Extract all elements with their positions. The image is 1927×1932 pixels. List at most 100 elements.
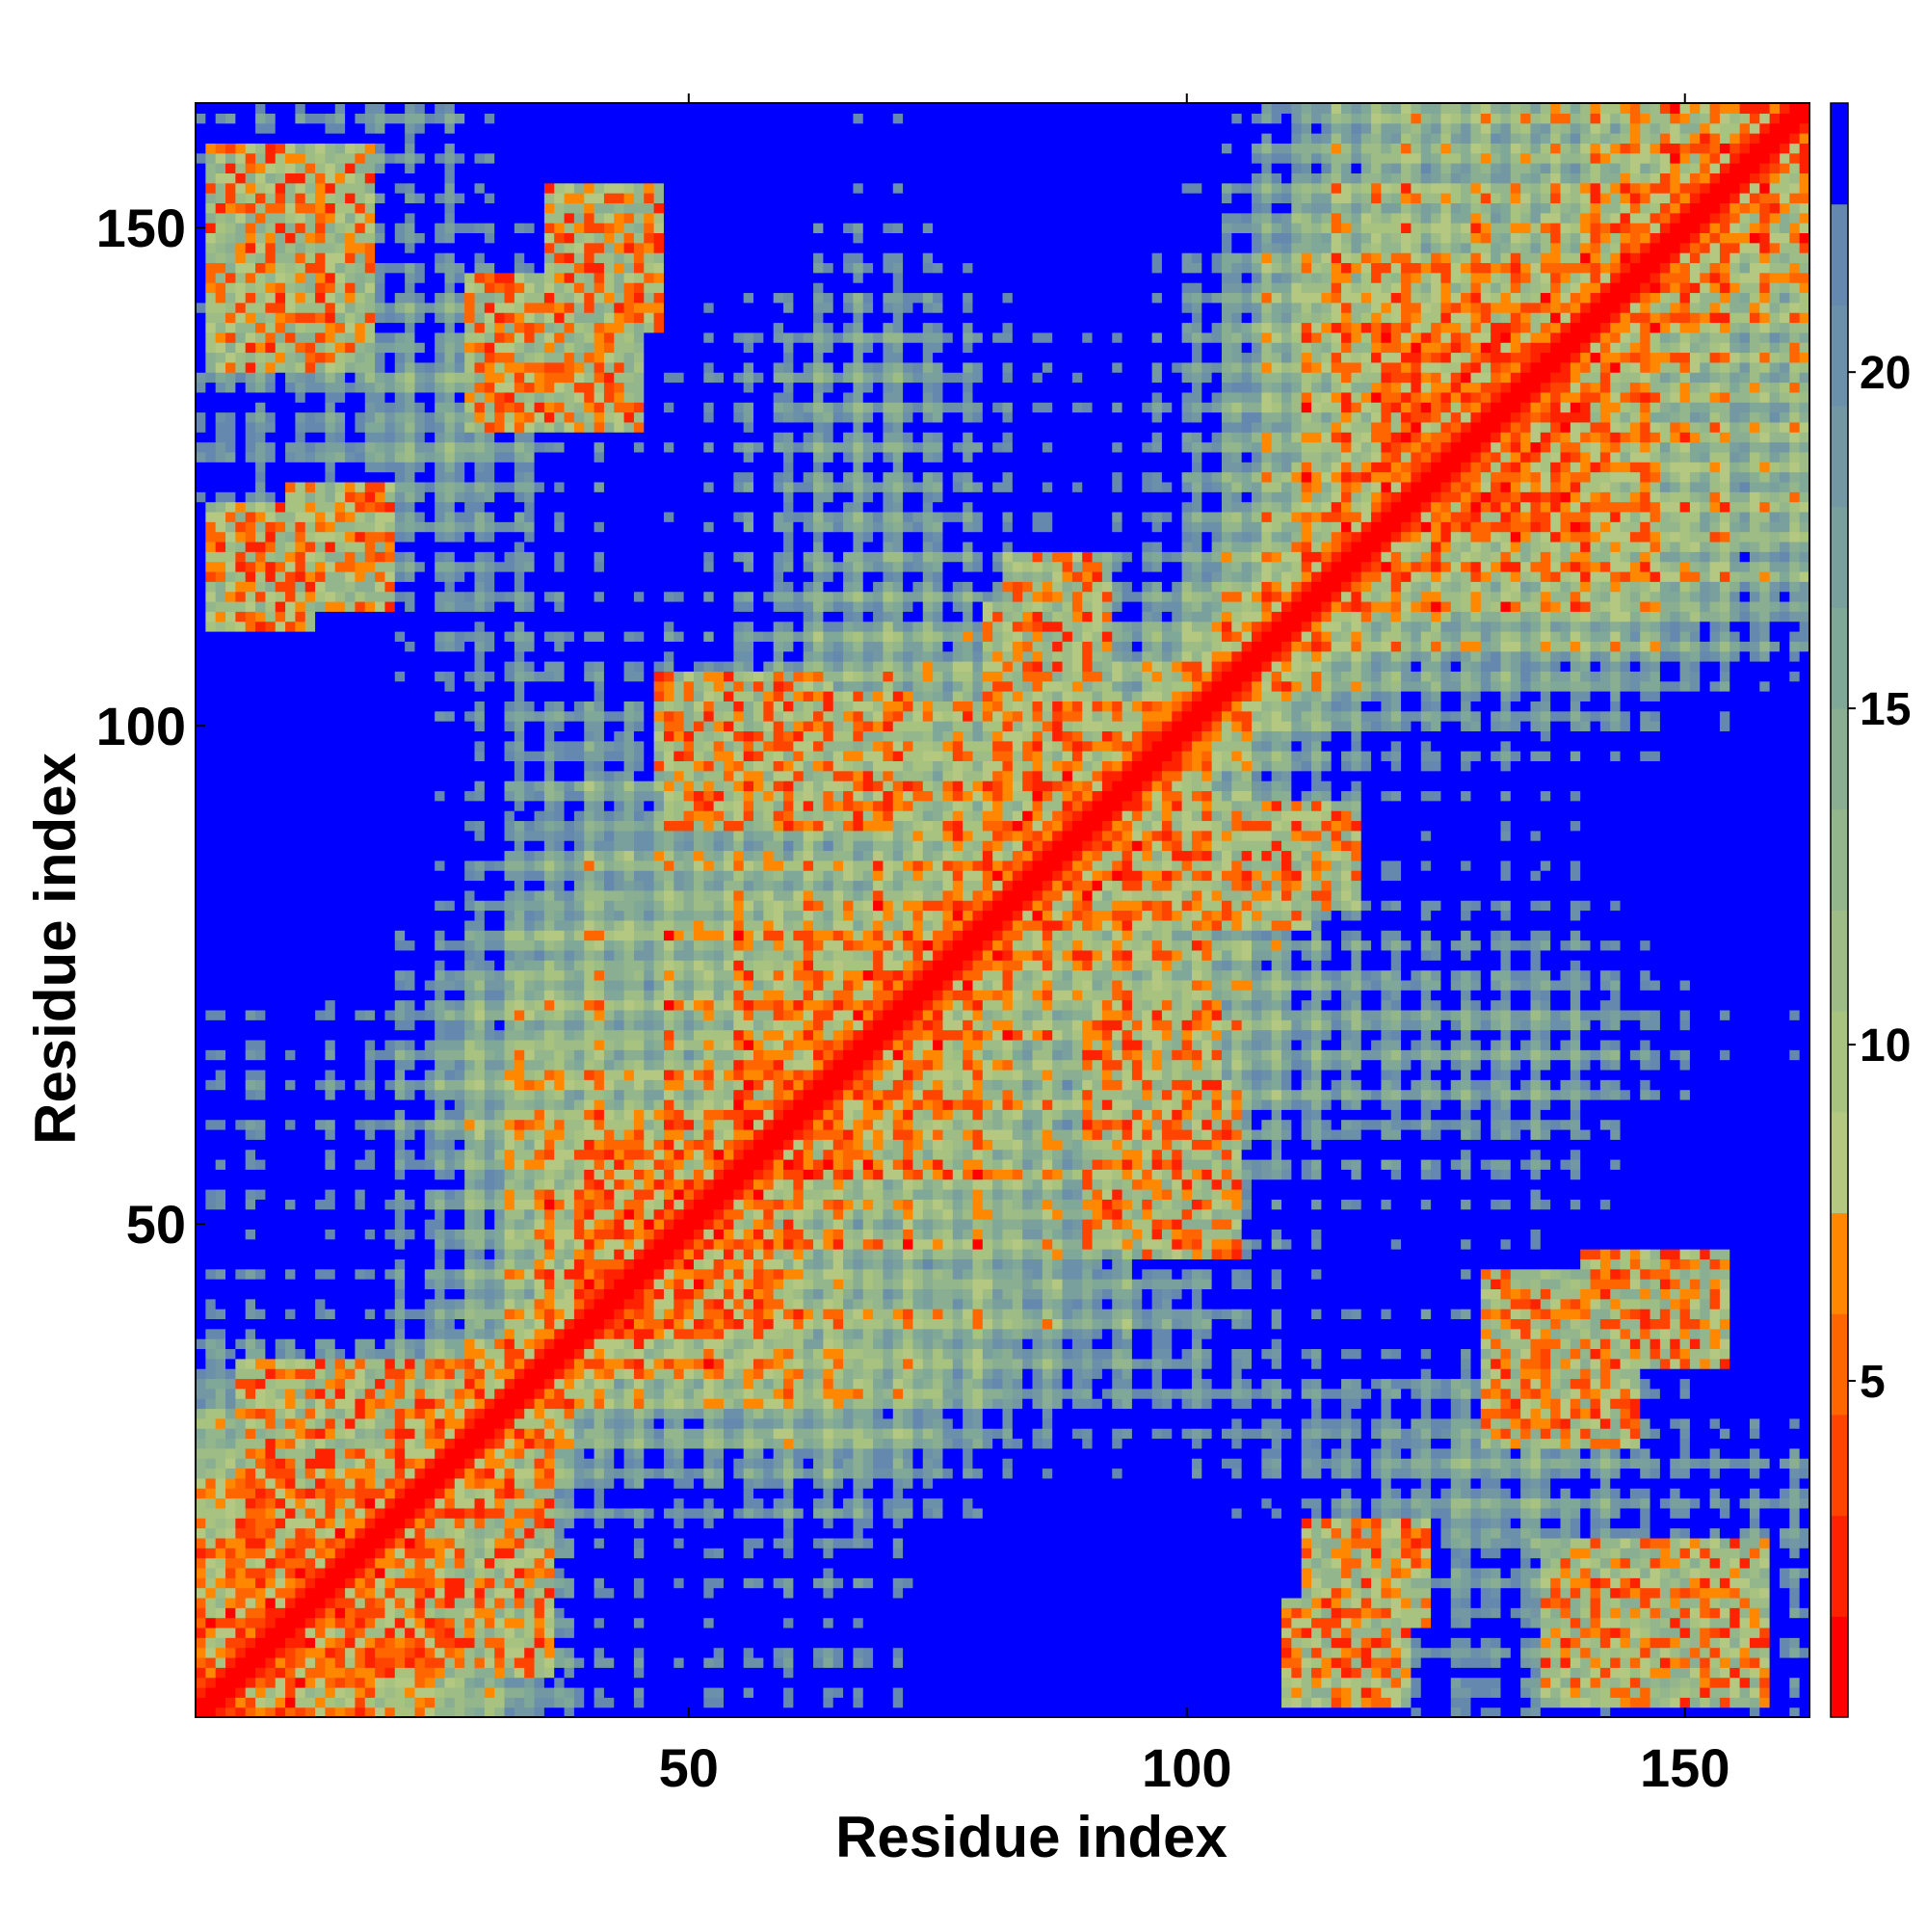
heatmap-cell	[395, 1040, 406, 1050]
heatmap-cell	[235, 1338, 246, 1349]
heatmap-cell	[783, 1558, 794, 1569]
heatmap-cell	[843, 1607, 854, 1618]
heatmap-cell	[196, 1378, 206, 1389]
heatmap-cell	[325, 1359, 335, 1369]
heatmap-cell	[644, 1448, 654, 1459]
heatmap-cell	[365, 1577, 376, 1588]
heatmap-cell	[414, 1299, 425, 1310]
heatmap-cell	[485, 1458, 495, 1469]
heatmap-cell	[196, 1309, 206, 1319]
heatmap-cell	[883, 1469, 893, 1479]
heatmap-cell	[714, 1568, 725, 1578]
heatmap-cell	[724, 1588, 734, 1599]
heatmap-cell	[444, 1598, 455, 1608]
heatmap-cell	[634, 1348, 645, 1359]
heatmap-cell	[494, 1648, 505, 1658]
heatmap-cell	[285, 1378, 296, 1389]
heatmap-cell	[325, 1428, 335, 1439]
heatmap-cell	[873, 1538, 884, 1548]
heatmap-cell	[823, 1209, 833, 1220]
heatmap-cell	[384, 1269, 395, 1280]
heatmap-cell	[535, 1219, 545, 1230]
heatmap-cell	[435, 1079, 445, 1090]
heatmap-cell	[365, 1368, 376, 1379]
heatmap-cell	[833, 1169, 844, 1179]
heatmap-cell	[494, 1279, 505, 1289]
heatmap-cell	[414, 1558, 425, 1569]
heatmap-cell	[345, 1428, 356, 1439]
heatmap-cell	[853, 1418, 863, 1429]
heatmap-cell	[255, 1019, 266, 1030]
heatmap-cell	[853, 1368, 863, 1379]
heatmap-cell	[544, 1070, 555, 1080]
heatmap-cell	[325, 1079, 335, 1090]
heatmap-cell	[584, 1518, 594, 1528]
heatmap-cell	[455, 1648, 465, 1658]
heatmap-cell	[684, 1488, 695, 1498]
heatmap-cell	[544, 1648, 555, 1658]
heatmap-cell	[804, 1598, 814, 1608]
heatmap-cell	[295, 1229, 305, 1239]
heatmap-cell	[196, 1368, 206, 1379]
heatmap-cell	[405, 1687, 415, 1698]
heatmap-cell	[893, 1348, 904, 1359]
heatmap-cell	[365, 1209, 376, 1220]
heatmap-cell	[355, 1099, 365, 1110]
heatmap-cell	[644, 1338, 654, 1349]
heatmap-cell	[395, 1229, 406, 1239]
heatmap-cell	[205, 1120, 216, 1130]
heatmap-cell	[276, 1299, 286, 1310]
heatmap-cell	[285, 1150, 296, 1160]
heatmap-cell	[494, 1129, 505, 1140]
heatmap-cell	[464, 1258, 475, 1269]
heatmap-cell	[664, 1498, 674, 1509]
heatmap-cell	[196, 1179, 206, 1190]
heatmap-cell	[584, 1329, 594, 1339]
heatmap-cell	[853, 1428, 863, 1439]
heatmap-cell	[315, 1269, 326, 1280]
heatmap-cell	[673, 1219, 684, 1230]
heatmap-cell	[584, 1478, 594, 1489]
heatmap-cell	[505, 1090, 515, 1100]
heatmap-cell	[494, 1418, 505, 1429]
heatmap-cell	[425, 1428, 436, 1439]
heatmap-cell	[774, 1438, 784, 1448]
heatmap-cell	[783, 1169, 794, 1179]
heatmap-cell	[863, 1099, 874, 1110]
heatmap-cell	[455, 1607, 465, 1618]
heatmap-cell	[524, 1209, 535, 1220]
heatmap-cell	[774, 1049, 784, 1060]
heatmap-cell	[714, 1458, 725, 1469]
heatmap-cell	[664, 1239, 674, 1250]
heatmap-cell	[384, 1398, 395, 1409]
heatmap-cell	[843, 1458, 854, 1469]
heatmap-cell	[883, 1079, 893, 1090]
heatmap-cell	[654, 1498, 665, 1509]
heatmap-cell	[355, 1249, 365, 1259]
heatmap-cell	[535, 1189, 545, 1200]
heatmap-cell	[733, 1299, 744, 1310]
heatmap-cell	[804, 1428, 814, 1439]
heatmap-cell	[225, 1408, 236, 1418]
heatmap-cell	[405, 1378, 415, 1389]
heatmap-cell	[673, 1548, 684, 1558]
heatmap-cell	[295, 1169, 305, 1179]
heatmap-cell	[225, 1478, 236, 1489]
heatmap-cell	[435, 1309, 445, 1319]
heatmap-cell	[644, 1618, 654, 1628]
heatmap-cell	[444, 1648, 455, 1658]
heatmap-cell	[654, 1249, 665, 1259]
heatmap-cell	[853, 1548, 863, 1558]
heatmap-cell	[763, 1389, 774, 1399]
heatmap-cell	[395, 1010, 406, 1020]
heatmap-cell	[634, 1588, 645, 1599]
heatmap-cell	[375, 1269, 385, 1280]
heatmap-cell	[565, 1618, 575, 1628]
heatmap-cell	[246, 1428, 256, 1439]
heatmap-cell	[515, 1209, 525, 1220]
heatmap-cell	[634, 1019, 645, 1030]
heatmap-cell	[673, 1329, 684, 1339]
heatmap-cell	[535, 1398, 545, 1409]
heatmap-cell	[355, 1288, 365, 1299]
heatmap-cell	[384, 1488, 395, 1498]
